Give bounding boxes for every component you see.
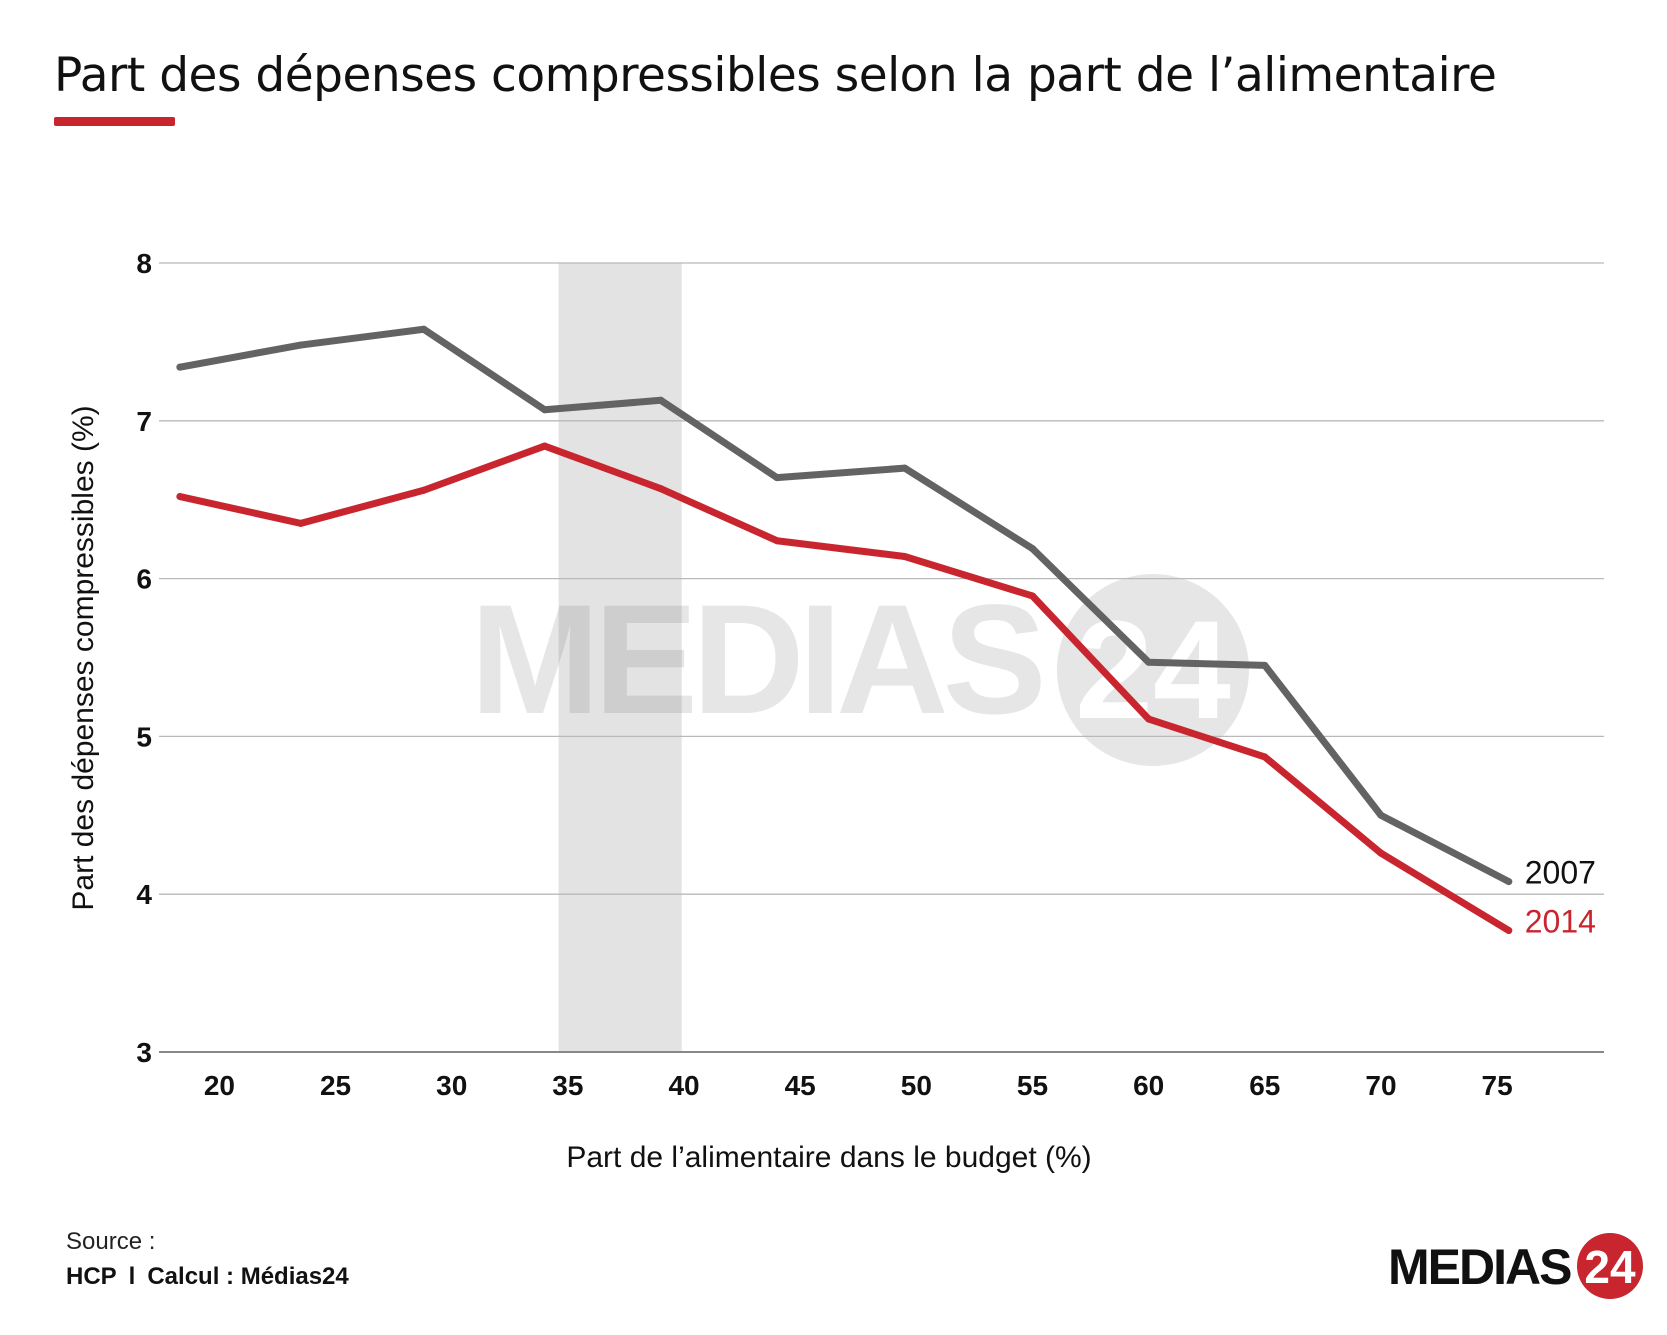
- brand-logo: MEDIAS 24: [1388, 1233, 1643, 1299]
- data-point-2014: [1505, 926, 1513, 934]
- data-point-2007: [541, 406, 549, 414]
- svg-text:MEDIAS: MEDIAS: [470, 573, 1041, 747]
- y-tick-label: 5: [136, 721, 152, 752]
- y-axis-title: Part des dépenses compressibles (%): [67, 405, 100, 910]
- y-tick-label: 7: [136, 406, 152, 437]
- y-tick-label: 3: [136, 1037, 152, 1068]
- data-point-2007: [1377, 811, 1385, 819]
- source-name: HCP: [66, 1263, 117, 1290]
- y-tick-label: 8: [136, 248, 152, 279]
- x-tick-label: 45: [785, 1070, 816, 1101]
- data-point-2014: [541, 442, 549, 450]
- data-point-2007: [901, 464, 909, 472]
- data-point-2007: [773, 474, 781, 482]
- x-tick-label: 20: [204, 1070, 235, 1101]
- data-point-2014: [420, 486, 428, 494]
- data-point-2007: [420, 325, 428, 333]
- data-point-2007: [1029, 545, 1037, 553]
- credits-separator: l: [128, 1263, 136, 1290]
- x-tick-label: 35: [552, 1070, 583, 1101]
- data-point-2014: [1029, 592, 1037, 600]
- source-credits: HCP l Calcul : Médias24: [66, 1263, 349, 1291]
- x-tick-label: 65: [1249, 1070, 1280, 1101]
- x-tick-label: 75: [1482, 1070, 1513, 1101]
- x-tick-label: 40: [668, 1070, 699, 1101]
- x-tick-label: 25: [320, 1070, 351, 1101]
- chart-title: Part des dépenses compressibles selon la…: [54, 48, 1497, 103]
- y-tick-label: 6: [136, 564, 152, 595]
- data-point-2007: [176, 363, 184, 371]
- x-tick-label: 30: [436, 1070, 467, 1101]
- series-line-2007: [176, 325, 1513, 886]
- series-label-2014: 2014: [1525, 903, 1596, 939]
- highlight-band: [558, 263, 682, 1052]
- x-tick-label: 50: [901, 1070, 932, 1101]
- x-tick-label: 55: [1017, 1070, 1048, 1101]
- data-point-2007: [657, 396, 665, 404]
- data-point-2014: [1377, 849, 1385, 857]
- logo-circle: [1577, 1233, 1643, 1299]
- title-accent-bar: [54, 117, 175, 126]
- data-point-2014: [773, 537, 781, 545]
- data-point-2014: [1261, 753, 1269, 761]
- data-point-2014: [1145, 715, 1153, 723]
- data-point-2014: [657, 485, 665, 493]
- y-tick-label: 4: [136, 879, 152, 910]
- x-axis-title: Part de l’alimentaire dans le budget (%): [566, 1141, 1091, 1174]
- logo-number: 24: [1584, 1241, 1636, 1293]
- source-label: Source :: [66, 1228, 156, 1255]
- data-point-2007: [297, 341, 305, 349]
- data-point-2014: [297, 519, 305, 527]
- logo-text: MEDIAS: [1388, 1239, 1571, 1295]
- data-point-2007: [1505, 878, 1513, 886]
- data-point-2007: [1145, 658, 1153, 666]
- series-label-2007: 2007: [1525, 855, 1596, 891]
- data-point-2007: [1261, 661, 1269, 669]
- x-tick-label: 60: [1133, 1070, 1164, 1101]
- data-point-2014: [901, 553, 909, 561]
- calc-credit: Calcul : Médias24: [147, 1263, 349, 1290]
- data-point-2014: [176, 493, 184, 501]
- series-line-2014: [176, 442, 1513, 934]
- x-tick-label: 70: [1365, 1070, 1396, 1101]
